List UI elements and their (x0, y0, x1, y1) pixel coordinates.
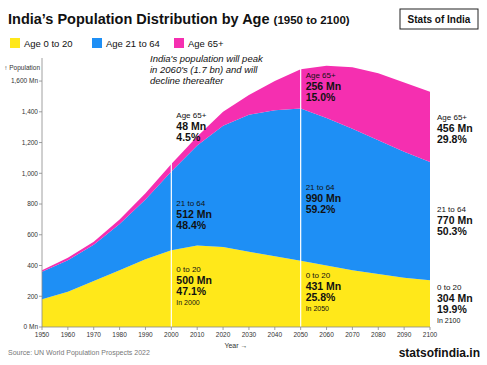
annotation-text: 50.3% (437, 225, 467, 237)
legend-label: Age 21 to 64 (106, 38, 160, 49)
x-tick (223, 327, 224, 330)
x-tick-label: 2040 (268, 331, 283, 338)
y-tick (39, 173, 42, 174)
annotation-line (171, 58, 172, 327)
y-tick (39, 234, 42, 235)
x-tick (93, 327, 94, 330)
annotation-text: 456 Mn (437, 122, 473, 134)
y-tick-label: 1,600 Mn (11, 77, 38, 84)
y-tick-label: 0 Mn (24, 323, 39, 330)
y-tick (39, 296, 42, 297)
x-tick (430, 327, 431, 330)
annotation-text: 500 Mn (176, 274, 212, 286)
y-tick-label: 400 (27, 262, 38, 269)
x-tick (300, 327, 301, 330)
x-tick (248, 327, 249, 330)
x-tick (378, 327, 379, 330)
subtitle: (1950 to 2100) (274, 14, 350, 26)
annotation-text: 48 Mn (176, 120, 206, 132)
y-tick-label: 600 (27, 231, 38, 238)
annotation-text: In 2050 (306, 305, 329, 312)
annotation-text: 29.8% (437, 133, 467, 145)
annotation-text: 19.9% (437, 303, 467, 315)
callout: in 2060's (1.7 bn) and will (150, 64, 258, 75)
x-tick-label: 2100 (423, 331, 438, 338)
y-tick (39, 142, 42, 143)
x-tick (326, 327, 327, 330)
annotation-text: In 2100 (437, 317, 460, 324)
plot-area (42, 58, 430, 327)
annotation-text: 25.8% (306, 291, 336, 303)
annotation-text: 59.2% (306, 203, 336, 215)
x-tick-label: 2030 (242, 331, 257, 338)
chart-root: India’s Population Distribution by Age (1… (0, 0, 487, 365)
y-tick-label: 200 (27, 293, 38, 300)
legend-swatch (10, 38, 20, 48)
annotation-text: 256 Mn (306, 80, 342, 92)
y-tick (39, 111, 42, 112)
y-tick-label: 800 (27, 200, 38, 207)
x-tick (119, 327, 120, 330)
x-tick-label: 2050 (293, 331, 308, 338)
y-tick (39, 81, 42, 82)
title: India’s Population Distribution by Age (1… (8, 11, 350, 27)
x-tick-label: 1960 (61, 331, 76, 338)
annotation-text: 4.5% (176, 131, 201, 143)
y-tick-label: 1,200 (22, 139, 39, 146)
legend-swatch (174, 38, 184, 48)
source: Source: UN World Population Prospects 20… (8, 349, 150, 357)
x-tick-label: 2010 (190, 331, 205, 338)
x-tick (171, 327, 172, 330)
callout: decline thereafter (150, 75, 224, 86)
x-tick (404, 327, 405, 330)
annotation-text: 48.4% (176, 219, 206, 231)
y-axis-line (42, 58, 43, 327)
annotation-text: 304 Mn (437, 292, 473, 304)
annotation-text: 47.1% (176, 285, 206, 297)
callout: India's population will peak (150, 53, 264, 64)
brand: Stats of India (408, 14, 471, 25)
annotation-text: 15.0% (306, 91, 336, 103)
brand-box (400, 9, 478, 29)
x-tick-label: 1950 (35, 331, 50, 338)
annotation-text: 431 Mn (306, 280, 342, 292)
title-main: India’s Population Distribution by Age (8, 11, 270, 27)
x-tick-label: 1990 (138, 331, 153, 338)
x-tick-label: 2080 (371, 331, 386, 338)
y-tick-label: 1,000 (22, 170, 39, 177)
x-tick-label: 2060 (319, 331, 334, 338)
x-tick-label: 2000 (164, 331, 179, 338)
x-tick (197, 327, 198, 330)
annotation-text: 990 Mn (306, 192, 342, 204)
area (42, 66, 430, 272)
y-tick-label: 1,400 (22, 108, 39, 115)
x-tick (145, 327, 146, 330)
x-tick-label: 2090 (397, 331, 412, 338)
x-tick-label: 1980 (112, 331, 127, 338)
y-tick (39, 327, 42, 328)
annotation-text: 512 Mn (176, 208, 212, 220)
y-tick (39, 204, 42, 205)
legend-label: Age 0 to 20 (24, 38, 73, 49)
x-tick (42, 327, 43, 330)
legend-label: Age 65+ (188, 38, 224, 49)
x-tick (67, 327, 68, 330)
x-tick-label: 2070 (345, 331, 360, 338)
legend-swatch (92, 38, 102, 48)
y-axis-label: ↑ Population (4, 64, 40, 72)
annotation-text: 770 Mn (437, 214, 473, 226)
y-tick (39, 265, 42, 266)
x-axis-line (42, 327, 430, 328)
x-tick (352, 327, 353, 330)
x-tick (274, 327, 275, 330)
website: statsofindia.in (399, 346, 480, 360)
chart: India’s Population Distribution by Age (1… (0, 0, 487, 365)
x-tick-label: 2020 (216, 331, 231, 338)
x-axis-label: Year → (224, 342, 247, 349)
annotation-line (300, 58, 301, 327)
x-tick-label: 1970 (86, 331, 101, 338)
annotation-text: In 2000 (176, 299, 199, 306)
